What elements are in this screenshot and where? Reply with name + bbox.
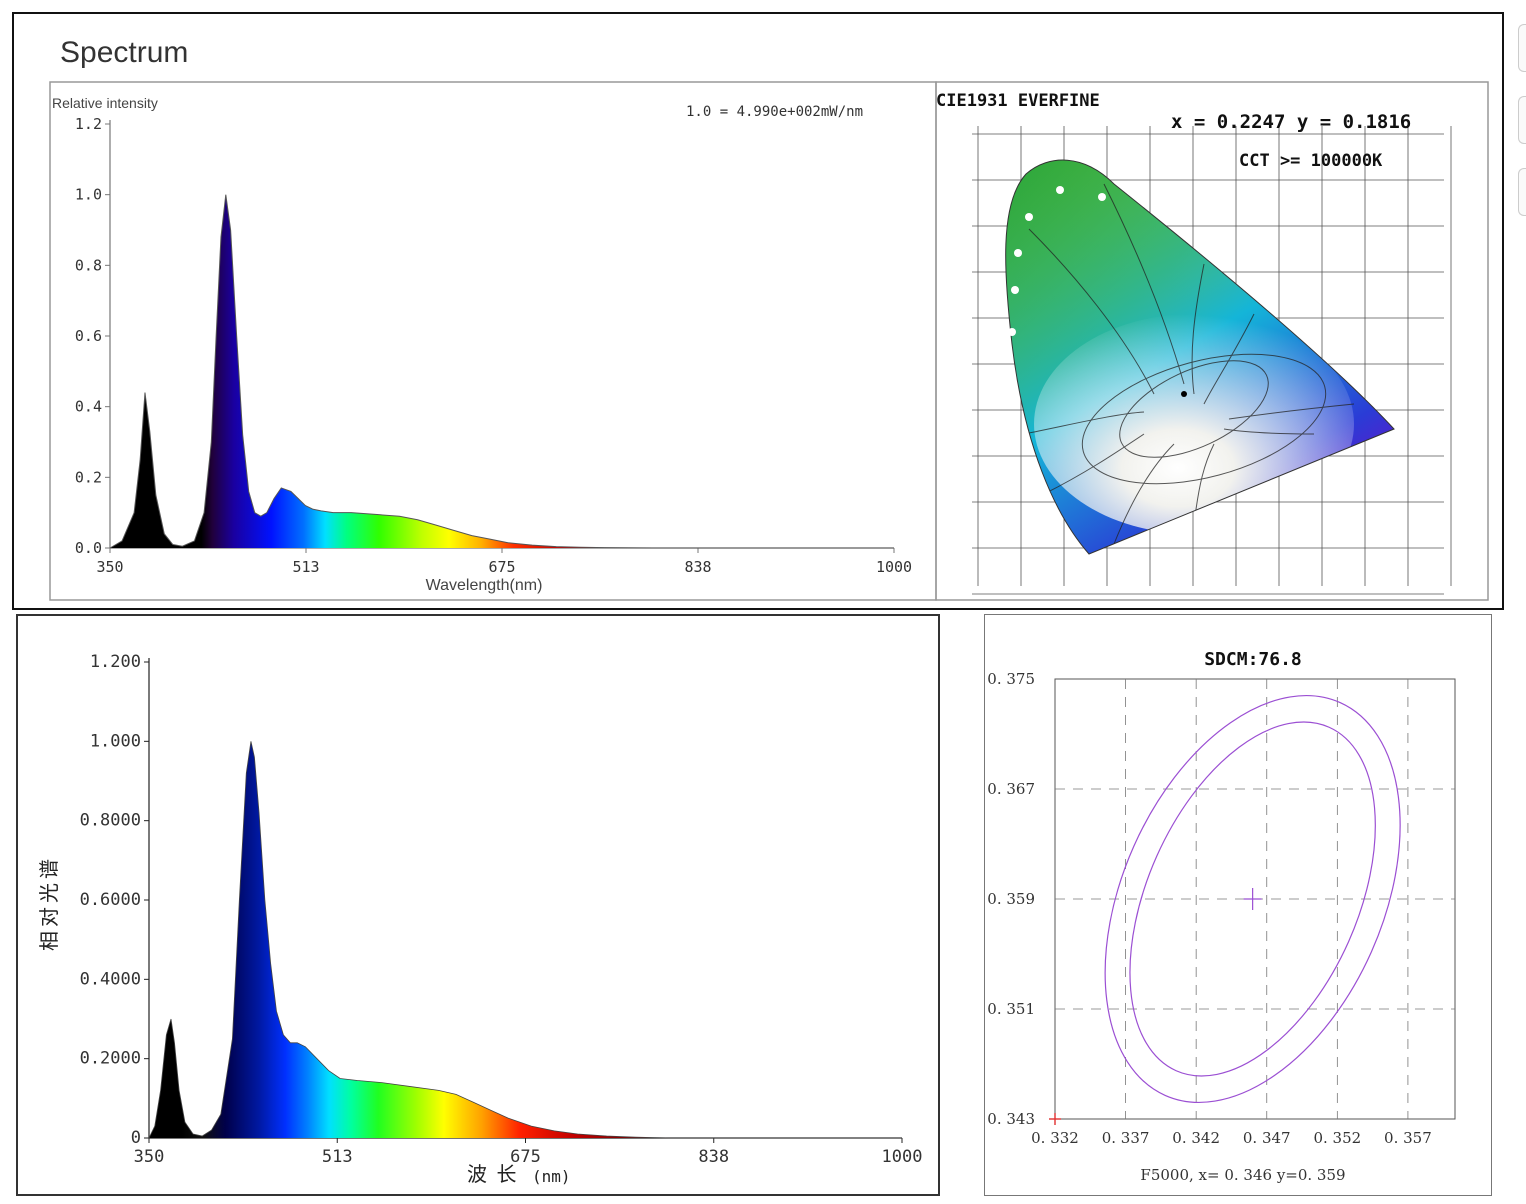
y-tick-label: 0.2000 xyxy=(80,1049,141,1069)
sdcm-x-tick-label: 0. 347 xyxy=(1243,1129,1291,1147)
y-tick-label: 0.4000 xyxy=(80,969,141,989)
x-tick-label: 675 xyxy=(510,1147,541,1167)
locus-markers xyxy=(1008,186,1106,336)
x-axis-unit: (nm) xyxy=(532,1167,571,1186)
cie-point xyxy=(1181,391,1187,397)
sdcm-x-tick-label: 0. 352 xyxy=(1313,1129,1361,1147)
y-tick-label: 0.6 xyxy=(75,327,102,345)
sdcm-inner-ellipse xyxy=(1129,721,1376,1077)
y-axis-label-cn: 相对光谱 xyxy=(38,855,61,951)
sdcm-ellipses xyxy=(1049,694,1401,1125)
sdcm-y-tick-label: 0. 343 xyxy=(987,1110,1035,1128)
sdcm-y-tick-label: 0. 351 xyxy=(987,1000,1035,1018)
bottom-spectrum-chart: 0 0.2000 0.4000 0.6000 0.8000 1.000 1.200 350 51… xyxy=(38,652,923,1186)
bottom-spectrum-area xyxy=(149,741,902,1138)
x-tick-label: 675 xyxy=(488,558,515,576)
top-spectrum-panel: Spectrum Relative intensity 1.0 = 4.990e… xyxy=(12,12,1504,610)
x-tick-label: 350 xyxy=(134,1147,165,1167)
y-tick-label: 0.0 xyxy=(75,539,102,557)
cct-readout: CCT >= 100000K xyxy=(1239,151,1383,171)
x-tick-label: 513 xyxy=(292,558,319,576)
sdcm-y-tick-label: 0. 367 xyxy=(987,780,1035,798)
y-tick-label: 1.2 xyxy=(75,115,102,133)
sdcm-title: SDCM:76.8 xyxy=(1204,649,1302,670)
sdcm-y-tick-label: 0. 375 xyxy=(987,670,1035,688)
cie-diagram: CIE1931 EVERFINE x = 0.2247 y = 0.1816 C… xyxy=(936,91,1452,595)
top-axes: 0.0 0.2 0.4 0.6 0.8 1.0 1.2 350 513 675 838 1000 xyxy=(75,115,912,576)
side-tab-2[interactable] xyxy=(1518,96,1526,144)
x-tick-label: 513 xyxy=(322,1147,353,1167)
y-tick-label: 1.000 xyxy=(90,731,141,751)
chart-title: Spectrum xyxy=(60,36,188,69)
y-tick-label: 0.6000 xyxy=(80,890,141,910)
spectrum-outline xyxy=(109,194,894,549)
sdcm-footer: F5000, x= 0. 346 y=0. 359 xyxy=(1140,1166,1345,1184)
sdcm-axes: 0. 332 0. 337 0. 342 0. 347 0. 352 0. 357 0. 3… xyxy=(987,670,1456,1147)
sdcm-panel: SDCM:76.8 0. 332 0. 337 0. 342 0. 347 0. 352… xyxy=(984,614,1492,1196)
x-tick-label: 838 xyxy=(684,558,711,576)
sdcm-y-tick-label: 0. 359 xyxy=(987,890,1035,908)
y-tick-label: 0.8000 xyxy=(80,811,141,831)
side-tab-3[interactable] xyxy=(1518,168,1526,216)
sdcm-chart: SDCM:76.8 0. 332 0. 337 0. 342 0. 347 0. 352… xyxy=(987,649,1456,1184)
sdcm-x-tick-label: 0. 337 xyxy=(1102,1129,1150,1147)
sdcm-x-tick-label: 0. 332 xyxy=(1031,1129,1079,1147)
x-tick-label: 1000 xyxy=(876,558,912,576)
bottom-spectrum-outline xyxy=(148,741,902,1139)
y-tick-label: 1.200 xyxy=(90,652,141,672)
side-tab-1[interactable] xyxy=(1518,24,1526,72)
x-axis-label: Wavelength(nm) xyxy=(426,577,543,594)
x-axis-label-cn: 波 长 xyxy=(467,1163,519,1186)
bottom-axes: 0 0.2000 0.4000 0.6000 0.8000 1.000 1.200 350 51… xyxy=(80,652,923,1167)
y-tick-label: 0.4 xyxy=(75,398,102,416)
y-tick-label: 1.0 xyxy=(75,186,102,204)
x-tick-label: 350 xyxy=(96,558,123,576)
x-tick-label: 838 xyxy=(698,1147,729,1167)
cie-title: CIE1931 EVERFINE xyxy=(936,91,1100,111)
spectral-locus xyxy=(1005,159,1395,555)
y-tick-label: 0.2 xyxy=(75,468,102,486)
spectrum-area xyxy=(110,194,894,548)
spectrum-frame xyxy=(49,81,937,601)
cie-readout: x = 0.2247 y = 0.1816 xyxy=(1171,111,1411,133)
sdcm-x-tick-label: 0. 342 xyxy=(1172,1129,1220,1147)
y-axis-label: Relative intensity xyxy=(52,95,158,111)
sdcm-outer-ellipse xyxy=(1104,694,1401,1104)
top-spectrum-chart: Spectrum Relative intensity 1.0 = 4.990e… xyxy=(49,36,1489,601)
cie-frame xyxy=(935,81,1489,601)
y-tick-label: 0 xyxy=(131,1128,141,1148)
bottom-spectrum-panel: 0 0.2000 0.4000 0.6000 0.8000 1.000 1.200 350 51… xyxy=(16,614,940,1196)
x-tick-label: 1000 xyxy=(882,1147,923,1167)
sdcm-x-tick-label: 0. 357 xyxy=(1384,1129,1432,1147)
scale-annotation: 1.0 = 4.990e+002mW/nm xyxy=(686,104,863,120)
y-tick-label: 0.8 xyxy=(75,256,102,274)
